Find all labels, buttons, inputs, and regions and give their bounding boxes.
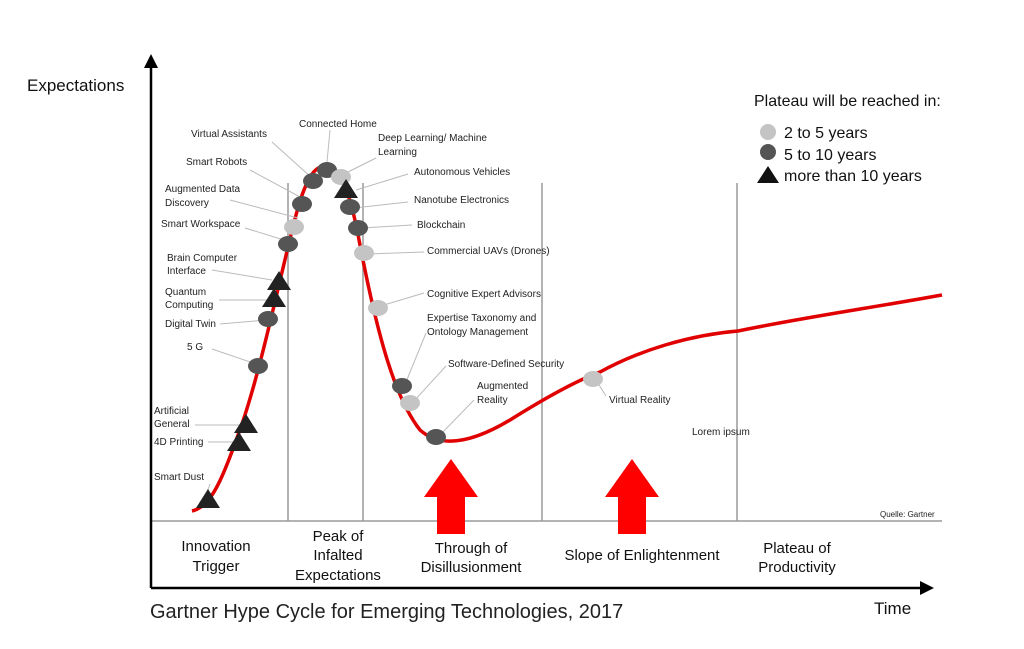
y-axis-label: Expectations [27,76,124,95]
tech-label-expertise-2: Ontology Management [427,327,528,338]
marker-uavs [354,245,374,261]
legend-marker-light-icon [760,124,776,140]
tech-label-digital-twin: Digital Twin [165,319,216,330]
marker-digital-twin [258,311,278,327]
marker-vr [583,371,603,387]
tech-label-bci-2: Interface [167,266,206,277]
marker-bci-triangle-icon [267,271,291,290]
marker-5g [248,358,268,374]
chart-title: Gartner Hype Cycle for Emerging Technolo… [150,601,623,623]
legend-item-label: 2 to 5 years [784,125,868,142]
tech-label-artificial-general-2: General [154,419,190,430]
tech-label-smart-workspace: Smart Workspace [161,219,241,230]
tech-label-smart-robots: Smart Robots [186,157,247,168]
marker-sds [400,395,420,411]
phase-label: Productivity [758,559,836,576]
legend-title: Plateau will be reached in: [754,93,941,110]
marker-augmented-data [284,219,304,235]
phase-label: Slope of Enlightenment [564,547,720,564]
tech-label-4d-printing: 4D Printing [154,437,203,448]
tech-label-virtual-assistants: Virtual Assistants [191,129,267,140]
marker-smart-dust-triangle-icon [196,489,220,508]
tech-label-augmented-data-2: Discovery [165,198,209,209]
phase-label: Trigger [193,558,240,575]
phase-label: Plateau of [763,540,831,557]
hype-curve [191,164,943,513]
leader-lines [195,129,607,496]
technology-labels: Smart Dust 4D Printing Artificial Genera… [154,119,750,483]
tech-label-augmented-data: Augmented Data [165,184,240,195]
marker-ar [426,429,446,445]
phase-labels: Innovation Trigger Peak of Infalted Expe… [181,528,836,584]
marker-blockchain [348,220,368,236]
tech-label-uavs: Commercial UAVs (Drones) [427,246,550,257]
tech-label-ar-2: Reality [477,395,508,406]
marker-smart-workspace [278,236,298,252]
trough-red-arrow-icon [424,459,478,534]
phase-label: Disillusionment [421,559,523,576]
marker-virtual-assistants [303,173,323,189]
y-axis-arrow-icon [144,54,158,68]
phase-label: Expectations [295,567,381,584]
phase-label: Infalted [313,547,362,564]
phase-dividers [287,183,738,521]
tech-label-artificial-general: Artificial [154,406,189,417]
x-axis-label: Time [874,599,911,618]
tech-label-lorem: Lorem ipsum [692,427,750,438]
legend-item-label: more than 10 years [784,168,922,185]
legend-item-label: 5 to 10 years [784,147,877,164]
marker-autonomous-triangle-icon [334,179,358,198]
source-note: Quelle: Gartner [880,510,935,519]
legend-marker-triangle-icon [757,166,779,183]
phase-label: Through of [435,540,508,557]
technology-markers [196,162,603,508]
phase-label: Peak of [313,528,365,545]
tech-label-smart-dust: Smart Dust [154,472,204,483]
tech-label-quantum-computing: Quantum [165,287,206,298]
tech-label-deep-learning: Deep Learning/ Machine [378,133,487,144]
tech-label-expertise: Expertise Taxonomy and [427,313,536,324]
marker-smart-robots [292,196,312,212]
legend-marker-dark-icon [760,144,776,160]
marker-expertise [392,378,412,394]
tech-label-bci: Brain Computer [167,253,238,264]
legend: Plateau will be reached in: 2 to 5 years… [754,93,941,185]
marker-cognitive [368,300,388,316]
marker-nanotube [340,199,360,215]
marker-quantum-triangle-icon [262,288,286,307]
tech-label-vr: Virtual Reality [609,395,671,406]
marker-artificial-general-triangle-icon [234,414,258,433]
phase-label: Innovation [181,538,250,555]
tech-label-cognitive: Cognitive Expert Advisors [427,289,541,300]
tech-label-ar: Augmented [477,381,528,392]
tech-label-5g: 5 G [187,342,203,353]
slope-red-arrow-icon [605,459,659,534]
tech-label-autonomous-vehicles: Autonomous Vehicles [414,167,510,178]
tech-label-deep-learning-2: Learning [378,147,417,158]
tech-label-connected-home: Connected Home [299,119,377,130]
tech-label-sds: Software-Defined Security [448,359,564,370]
x-axis-arrow-icon [920,581,934,595]
marker-4d-printing-triangle-icon [227,432,251,451]
tech-label-quantum-computing-2: Computing [165,300,213,311]
tech-label-blockchain: Blockchain [417,220,465,231]
tech-label-nanotube: Nanotube Electronics [414,195,509,206]
